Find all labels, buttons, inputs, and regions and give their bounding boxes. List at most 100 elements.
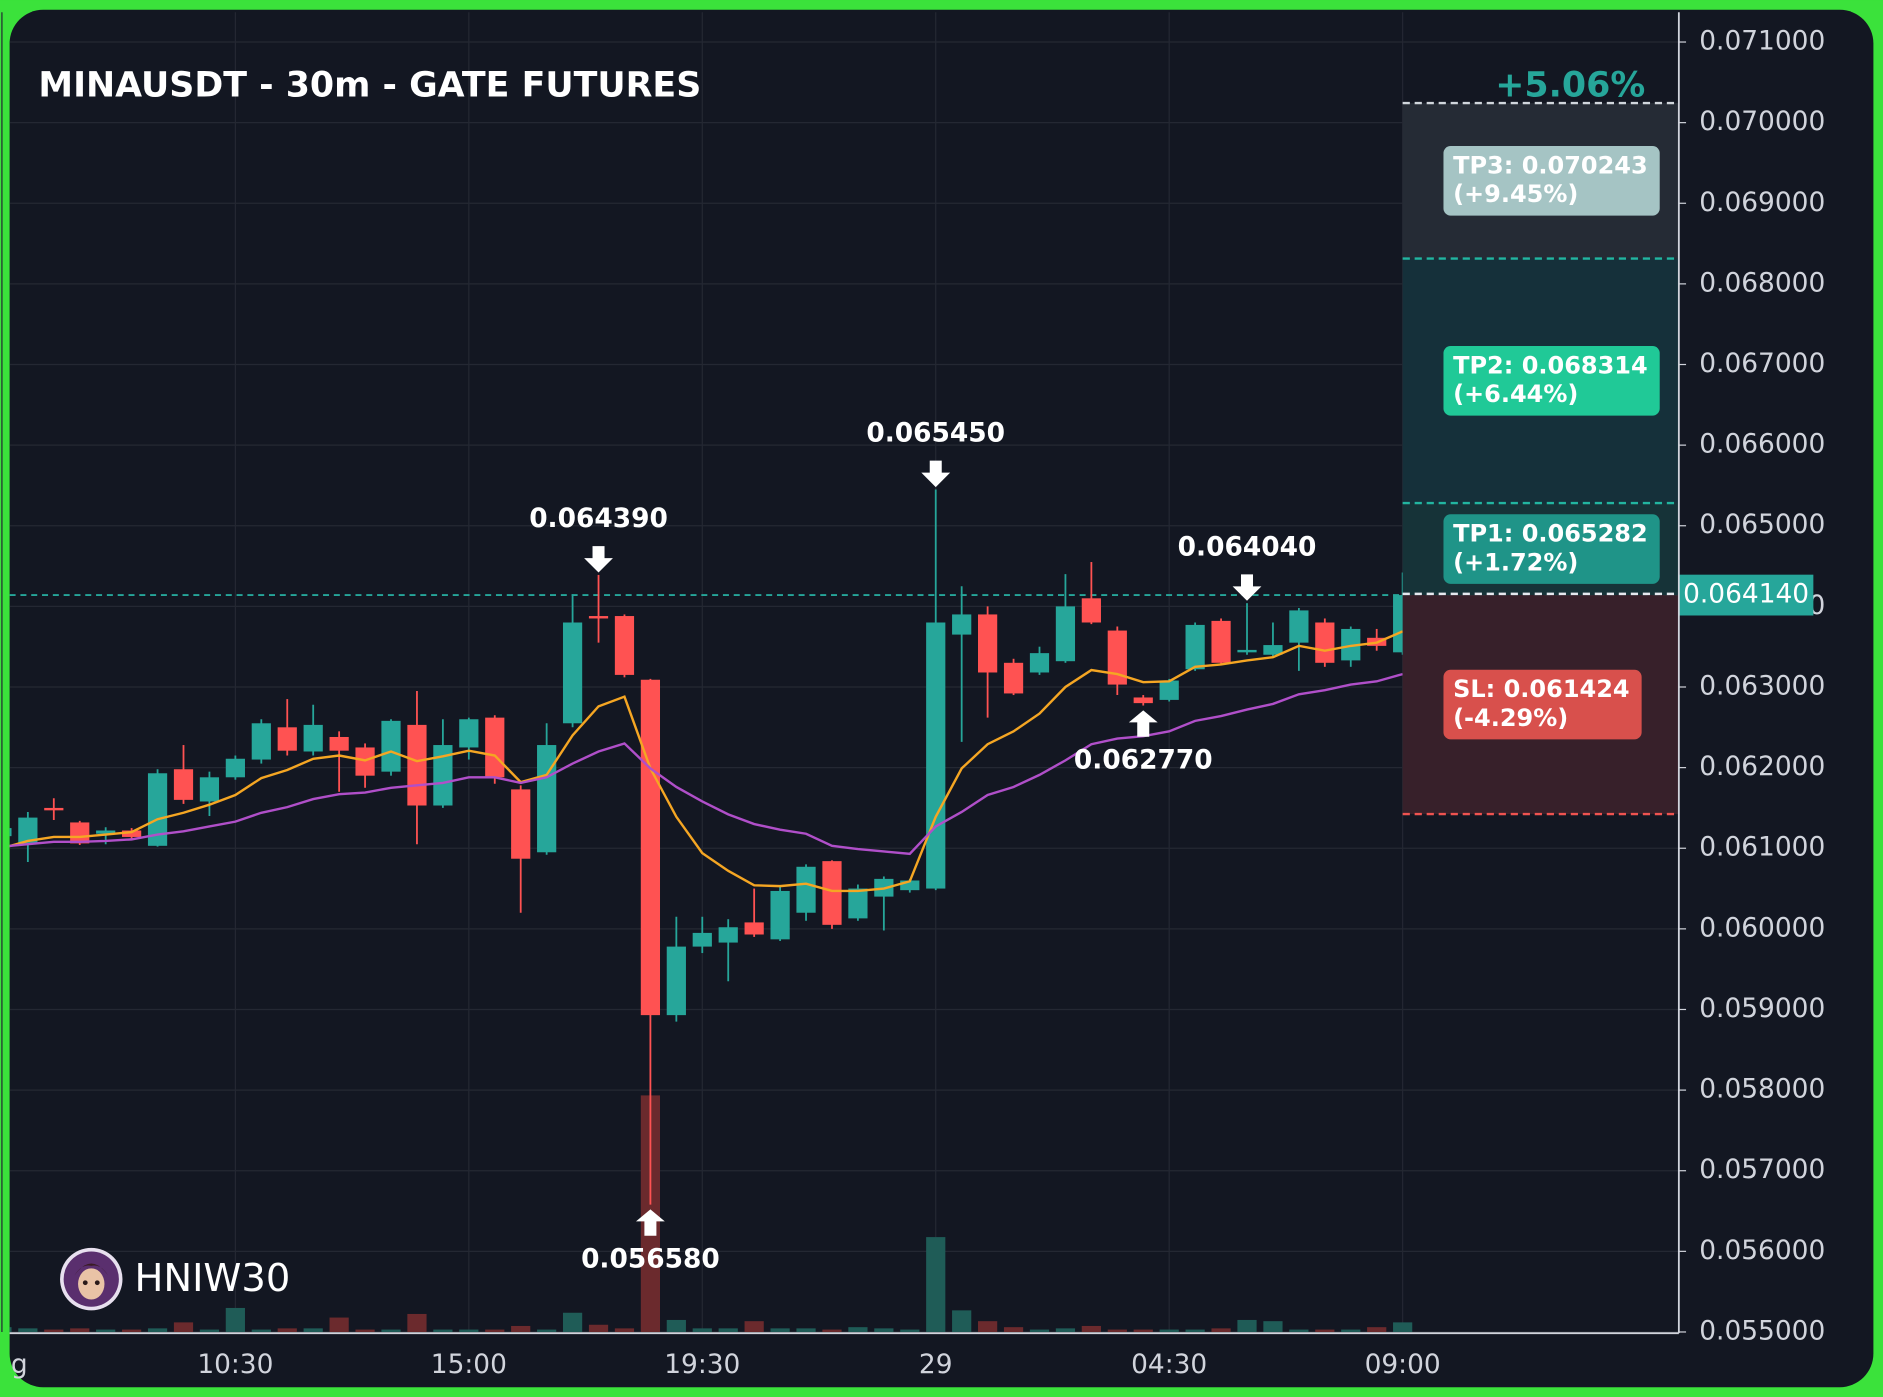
level-label: TP1: 0.065282: [1453, 520, 1648, 548]
candle-body: [199, 777, 220, 802]
candle-body: [588, 616, 609, 619]
volume-bar: [666, 1319, 686, 1332]
volume-bar: [1003, 1327, 1024, 1332]
candle-body: [173, 769, 194, 800]
y-tick-label: 0.061000: [1699, 832, 1825, 863]
y-tick-label: 0.070000: [1699, 106, 1825, 137]
candle-body: [277, 727, 297, 751]
volume-bar: [1263, 1321, 1283, 1332]
volume-bar: [952, 1310, 972, 1332]
volume-bar: [1185, 1329, 1205, 1332]
volume-bar: [744, 1321, 764, 1332]
y-tick-label: 0.067000: [1699, 348, 1825, 379]
candle-body: [770, 890, 790, 940]
volume-bar: [511, 1325, 531, 1332]
volume-bar: [251, 1329, 271, 1332]
volume-bar: [9, 1327, 12, 1332]
volume-bar: [718, 1328, 738, 1332]
volume-bar: [355, 1329, 375, 1332]
annotation-arrow: [584, 546, 613, 573]
plot-area: [9, 489, 1679, 1332]
y-tick-label: 0.071000: [1699, 26, 1825, 57]
volume-bar: [96, 1329, 116, 1332]
volume-bar: [1211, 1328, 1231, 1332]
volume-bar: [692, 1328, 712, 1332]
change-percent: +5.06%: [1495, 66, 1645, 106]
volume-bar: [1289, 1329, 1309, 1332]
annotation-arrow: [1128, 710, 1158, 737]
y-tick-label: 0.068000: [1699, 267, 1825, 298]
watermark-avatar: [60, 1247, 123, 1311]
candle-body: [796, 866, 816, 913]
candle-body: [1315, 622, 1335, 663]
candle-body: [433, 745, 453, 806]
volume-bar: [537, 1329, 557, 1332]
candle-body: [225, 758, 245, 778]
y-tick-label: 0.065000: [1699, 509, 1825, 540]
volume-bar: [44, 1329, 64, 1332]
volume-bar: [1367, 1327, 1387, 1332]
candle-body: [1081, 598, 1101, 623]
volume-bar: [900, 1329, 920, 1332]
annotation-label: 0.062770: [1074, 744, 1213, 775]
volume-bar: [485, 1329, 505, 1332]
candle-body: [640, 679, 661, 1016]
volume-bar: [459, 1329, 479, 1332]
volume-bar: [1107, 1329, 1127, 1332]
overlay: 0.055000 0.056000 0.057000 0.058000 0.059000…: [11, 26, 1825, 1381]
level-box: [1443, 514, 1660, 584]
volume-bar: [588, 1324, 609, 1332]
candle-body: [537, 745, 557, 853]
candle-body: [485, 717, 505, 778]
candle-body: [848, 888, 868, 919]
candle-body: [96, 830, 116, 834]
annotation-label: 0.064040: [1178, 531, 1317, 562]
candle-body: [1289, 610, 1309, 643]
level-label: TP2: 0.068314: [1453, 351, 1648, 379]
watermark-text: HNIW30: [135, 1256, 291, 1301]
ma-line: [9, 630, 1404, 893]
candle-body: [562, 622, 583, 724]
volume-bar: [433, 1329, 453, 1332]
volume-bar: [1237, 1319, 1257, 1332]
volume-bar: [562, 1312, 583, 1332]
avatar-hair: [74, 1263, 109, 1276]
x-tick-label: g: [11, 1349, 28, 1380]
volume-bar: [1315, 1329, 1335, 1332]
candle-body: [1107, 630, 1127, 685]
annotation-label: 0.056580: [581, 1243, 720, 1274]
volume-bar: [70, 1328, 90, 1332]
y-tick-label: 0.059000: [1699, 993, 1825, 1024]
level-box: [1443, 345, 1660, 416]
candle-body: [978, 614, 998, 673]
ma-line: [9, 672, 1403, 856]
level-change: (+1.72%): [1453, 548, 1578, 576]
volume-bar: [926, 1237, 946, 1332]
candle-body: [1055, 606, 1076, 662]
y-tick-label: 0.057000: [1699, 1154, 1825, 1185]
annotation-arrow: [921, 460, 951, 488]
x-tick-label: 04:30: [1131, 1349, 1207, 1380]
volume-bar: [1341, 1329, 1361, 1332]
level-box: [1443, 669, 1642, 740]
candle-body: [1003, 662, 1024, 694]
candle-body: [1159, 680, 1179, 700]
volume-bar: [173, 1322, 194, 1332]
volume-bar: [770, 1328, 790, 1332]
avatar-eye: [82, 1280, 88, 1286]
volume-bar: [796, 1328, 816, 1332]
volume-bar: [199, 1329, 220, 1332]
volume-bar: [1393, 1322, 1413, 1332]
level-change: (+6.44%): [1453, 380, 1578, 408]
volume-bar: [1055, 1328, 1076, 1332]
volume-bar: [1159, 1329, 1179, 1332]
volume-bar: [978, 1321, 998, 1332]
level-change: (+9.45%): [1453, 180, 1578, 208]
level-box: [1443, 145, 1660, 216]
volume-bar: [614, 1328, 635, 1332]
candle-body: [381, 720, 401, 772]
y-tick-label: 0.060000: [1699, 912, 1825, 943]
candle-body: [718, 927, 738, 943]
